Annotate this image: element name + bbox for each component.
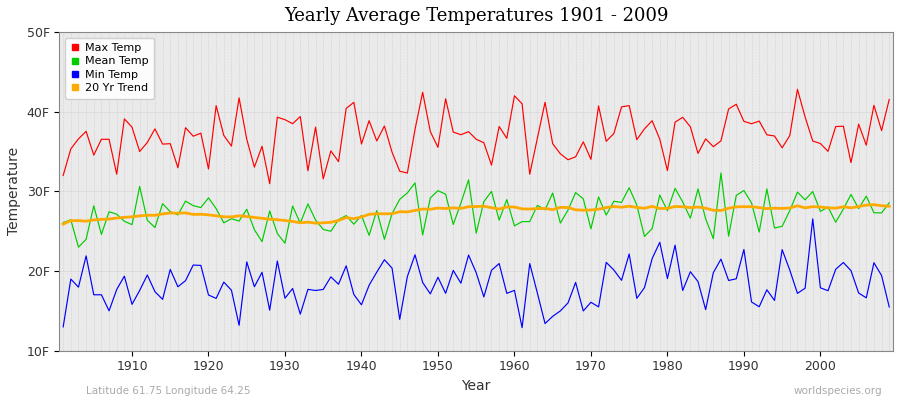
Text: worldspecies.org: worldspecies.org	[794, 386, 882, 396]
Title: Yearly Average Temperatures 1901 - 2009: Yearly Average Temperatures 1901 - 2009	[284, 7, 669, 25]
Y-axis label: Temperature: Temperature	[7, 147, 21, 236]
Legend: Max Temp, Mean Temp, Min Temp, 20 Yr Trend: Max Temp, Mean Temp, Min Temp, 20 Yr Tre…	[65, 38, 154, 99]
Text: Latitude 61.75 Longitude 64.25: Latitude 61.75 Longitude 64.25	[86, 386, 250, 396]
X-axis label: Year: Year	[462, 379, 490, 393]
